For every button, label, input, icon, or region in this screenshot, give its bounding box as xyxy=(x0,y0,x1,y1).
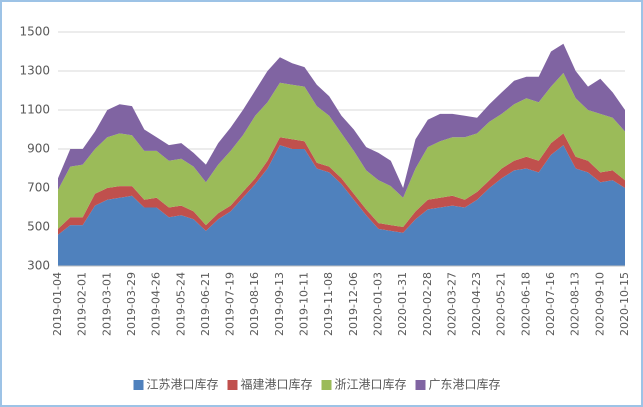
legend-label: 广东港口库存 xyxy=(429,377,501,392)
x-tick-label: 2020-01-03 xyxy=(372,272,385,336)
area xyxy=(58,145,625,266)
x-tick-label: 2020-05-21 xyxy=(495,272,508,336)
area xyxy=(58,133,625,235)
x-tick-label: 2020-03-27 xyxy=(445,272,458,336)
x-tick-label: 2019-11-08 xyxy=(322,272,335,336)
x-tick-label: 2020-09-10 xyxy=(593,272,606,336)
y-tick-label: 500 xyxy=(27,220,50,234)
area xyxy=(58,73,625,229)
y-tick-label: 1300 xyxy=(19,64,50,78)
legend-swatch xyxy=(415,380,426,390)
x-tick-label: 2019-04-26 xyxy=(150,272,163,336)
y-tick-label: 1500 xyxy=(19,25,50,39)
x-tick-label: 2019-05-24 xyxy=(174,272,187,336)
legend-swatch xyxy=(227,380,238,390)
legend-label: 江苏港口库存 xyxy=(147,377,219,392)
x-tick-label: 2019-09-13 xyxy=(273,272,286,336)
legend-swatch xyxy=(321,380,332,390)
x-tick-label: 2019-02-01 xyxy=(76,272,89,336)
x-tick-label: 2019-08-16 xyxy=(248,272,261,336)
x-tick-label: 2020-10-15 xyxy=(618,272,631,336)
x-tick-label: 2020-01-31 xyxy=(396,272,409,336)
x-tick-label: 2019-03-29 xyxy=(125,272,138,336)
y-tick-label: 700 xyxy=(27,181,50,195)
y-tick-label: 1100 xyxy=(19,103,50,117)
x-tick-label: 2020-07-16 xyxy=(544,272,557,336)
x-tick-label: 2019-12-06 xyxy=(347,272,360,336)
x-tick-label: 2020-04-23 xyxy=(470,272,483,336)
x-tick-label: 2019-01-04 xyxy=(51,272,64,336)
area xyxy=(58,43,625,198)
legend-swatch xyxy=(133,380,144,390)
x-tick-label: 2019-03-01 xyxy=(100,272,113,336)
x-tick-label: 2020-06-18 xyxy=(519,272,532,336)
y-tick-label: 300 xyxy=(27,259,50,273)
x-tick-label: 2020-08-13 xyxy=(569,272,582,336)
x-tick-label: 2019-10-11 xyxy=(298,272,311,336)
legend-label: 浙江港口库存 xyxy=(335,377,407,392)
x-tick-label: 2019-07-19 xyxy=(224,272,237,336)
legend-label: 福建港口库存 xyxy=(241,377,313,392)
x-tick-label: 2019-06-21 xyxy=(199,272,212,336)
x-tick-label: 2020-02-28 xyxy=(421,272,434,336)
y-tick-label: 900 xyxy=(27,142,50,156)
